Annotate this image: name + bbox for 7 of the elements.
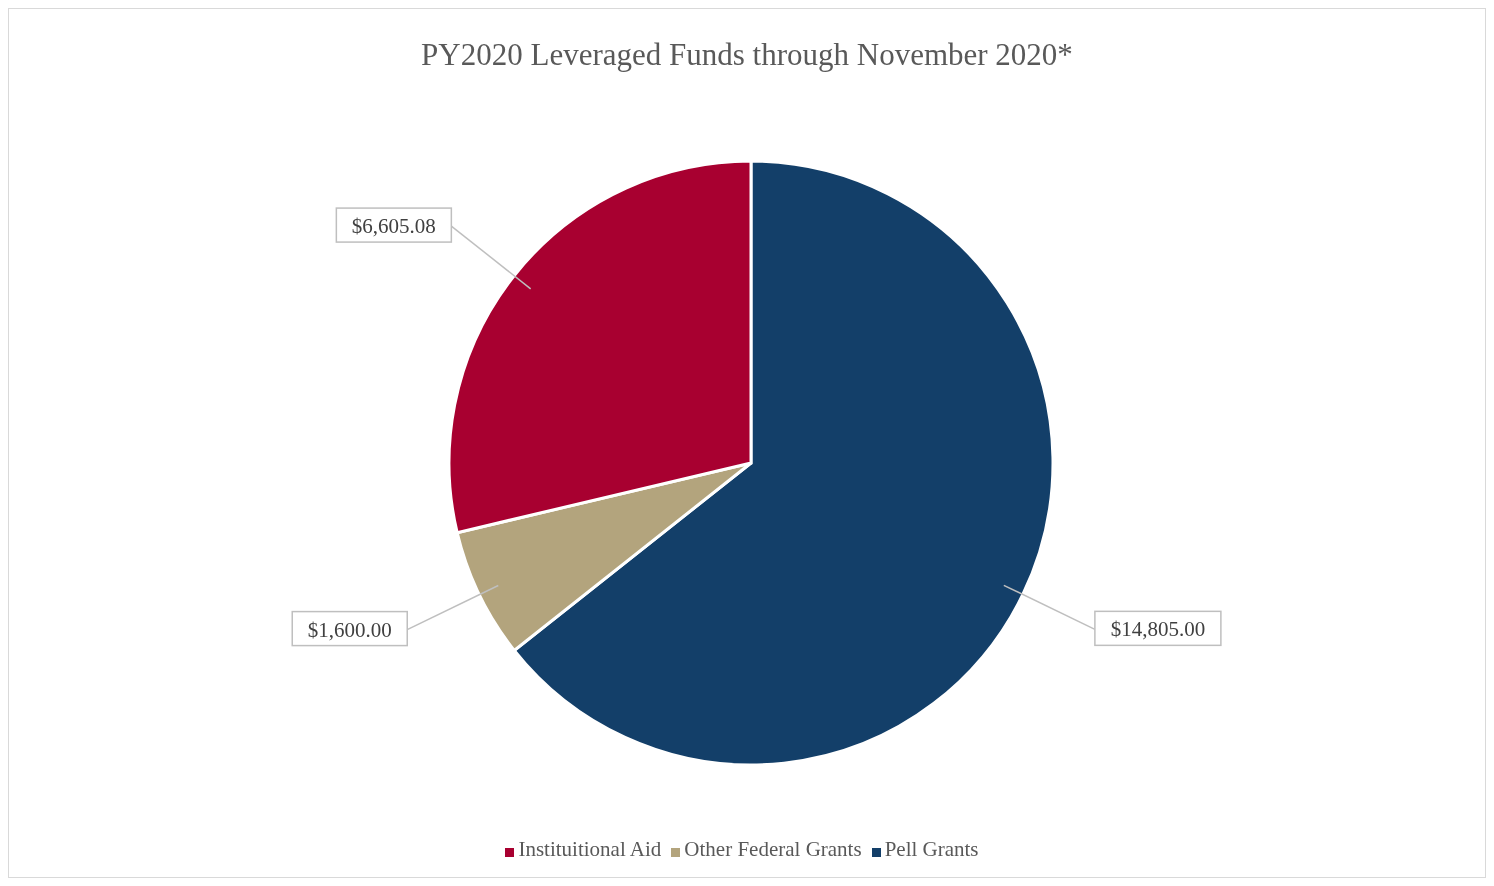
data-label: $1,600.00 — [307, 617, 392, 642]
legend-label: Instituitional Aid — [518, 837, 662, 861]
data-label: $14,805.00 — [1110, 617, 1206, 642]
chart-title: PY2020 Leveraged Funds through November 2020* — [420, 36, 1074, 74]
data-label: $6,605.08 — [351, 214, 436, 239]
legend-label: Pell Grants — [884, 837, 979, 861]
legend-label: Other Federal Grants — [684, 837, 862, 861]
